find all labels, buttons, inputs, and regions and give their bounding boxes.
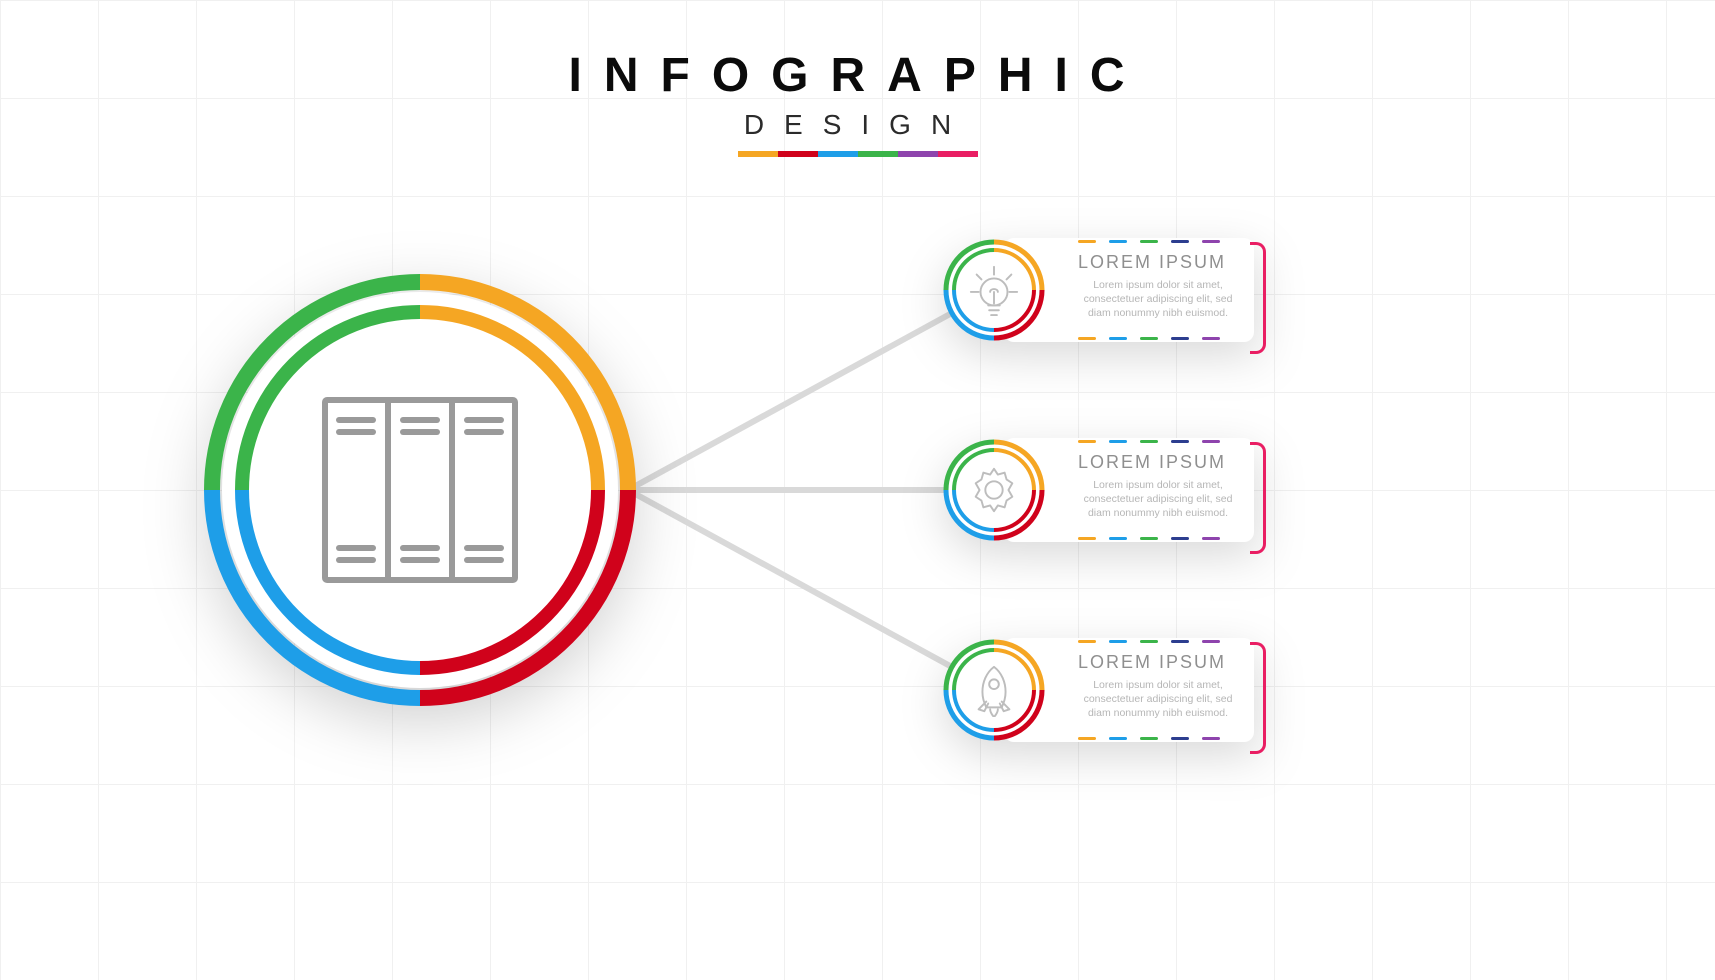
archive-books-icon <box>315 390 525 590</box>
hub-circle <box>200 270 640 710</box>
card-bracket <box>1250 442 1266 554</box>
dash-row-bottom <box>1078 337 1220 340</box>
card-title: LOREM IPSUM <box>1078 252 1226 273</box>
card-body: Lorem ipsum dolor sit amet, consectetuer… <box>1078 278 1238 321</box>
lightbulb-icon <box>967 263 1021 317</box>
rocket-icon <box>967 663 1021 717</box>
node-circle <box>940 636 1048 744</box>
node-circle <box>940 436 1048 544</box>
node-circle <box>940 236 1048 344</box>
card-title: LOREM IPSUM <box>1078 652 1226 673</box>
card-body: Lorem ipsum dolor sit amet, consectetuer… <box>1078 478 1238 521</box>
card-body: Lorem ipsum dolor sit amet, consectetuer… <box>1078 678 1238 721</box>
info-item-0: LOREM IPSUM Lorem ipsum dolor sit amet, c… <box>940 230 1270 350</box>
info-item-2: LOREM IPSUM Lorem ipsum dolor sit amet, c… <box>940 630 1270 750</box>
dash-row-top <box>1078 240 1220 243</box>
infographic-stage: INFOGRAPHIC DESIGN <box>0 0 1715 980</box>
dash-row-top <box>1078 440 1220 443</box>
card-bracket <box>1250 642 1266 754</box>
card-title: LOREM IPSUM <box>1078 452 1226 473</box>
dash-row-bottom <box>1078 537 1220 540</box>
info-item-1: LOREM IPSUM Lorem ipsum dolor sit amet, c… <box>940 430 1270 550</box>
card-bracket <box>1250 242 1266 354</box>
dash-row-bottom <box>1078 737 1220 740</box>
dash-row-top <box>1078 640 1220 643</box>
gear-icon <box>967 463 1021 517</box>
